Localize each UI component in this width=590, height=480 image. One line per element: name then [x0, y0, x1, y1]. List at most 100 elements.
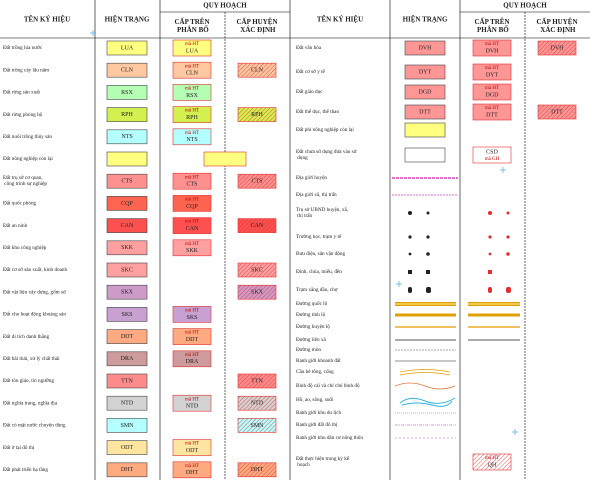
hatch [473, 454, 511, 470]
code: NTD [121, 401, 134, 407]
hatch [538, 41, 576, 55]
district-code: RPH [251, 112, 263, 118]
current-swatch [404, 40, 446, 56]
header: QUY HOẠCH [203, 2, 247, 10]
row-name: Đất an ninh [3, 222, 28, 229]
upper-label: mã HT [485, 66, 499, 71]
row-name: Đất ở tại đô thị [3, 444, 35, 451]
current-swatch [404, 64, 446, 80]
row-name: Địa giới huyện [296, 175, 327, 181]
current-swatch [106, 40, 148, 56]
upper-label: mã HT [485, 86, 499, 91]
upper-swatch [472, 63, 512, 81]
header: CẤP HUYỆN XÁC ĐỊNH [536, 18, 577, 34]
row-name: Đất phát triển hạ tầng [3, 466, 48, 473]
upper-label: mã HT [485, 456, 499, 461]
upper-label: mã HT [185, 220, 199, 225]
row-name: Đất trồng lúa nước [3, 44, 43, 51]
row-name: Đường quốc lộ [296, 300, 328, 307]
code: LUA [121, 45, 134, 51]
code: CQP [121, 201, 133, 207]
symbol [426, 235, 430, 239]
upper-code: DVH [486, 48, 500, 54]
row-name: Đất nuôi trồng thủy sản [3, 133, 52, 140]
code: DHT [121, 467, 134, 473]
current-swatch [404, 84, 446, 100]
current-swatch [106, 284, 148, 300]
row-name: Ranh giới khu du lịch [296, 410, 342, 416]
row-name: Đất thể dục, thể thao [296, 108, 339, 115]
row-name: Ranh giới khu dân cư nông thôn [296, 435, 363, 441]
row-name: Đất quốc phòng [3, 200, 37, 207]
upper-code: RPH [186, 115, 198, 121]
district-code: NTD [251, 401, 264, 407]
code: DGD [419, 89, 433, 95]
code: SKX [121, 290, 134, 296]
code: DRA [121, 356, 134, 362]
symbol [426, 287, 431, 293]
row-name: Đất chưa sử dụng đưa vào sử dụng [296, 148, 357, 161]
row-name: Trạm xăng dầu, chợ [296, 286, 338, 293]
upper-code: NTD [186, 404, 199, 410]
symbol [488, 270, 492, 274]
symbol [426, 211, 430, 215]
row-name: Đất di tích danh thắng [3, 333, 50, 340]
upper-label: mã HT [485, 106, 499, 111]
row-name: Ranh giới đất đô thị [296, 421, 338, 428]
row-name: Đất khu công nghiệp [3, 244, 47, 251]
hatch [238, 374, 276, 388]
code: DYT [419, 69, 432, 75]
current-swatch [106, 129, 148, 145]
symbol [488, 235, 492, 239]
upper-code: CQP [186, 204, 198, 210]
symbol [408, 252, 412, 256]
current-swatch [106, 462, 148, 478]
symbol [506, 235, 510, 239]
code: CAN [121, 223, 134, 229]
symbol [506, 287, 511, 293]
code: SKK [121, 245, 134, 251]
upper-swatch [472, 146, 512, 164]
header: QUY HOẠCH [503, 2, 547, 10]
symbol [399, 369, 451, 376]
upper-code: DDT [186, 337, 199, 343]
district-code: CLN [251, 68, 264, 74]
upper-code: DHT [186, 470, 199, 476]
symbol [488, 211, 492, 215]
upper-code: DTT [486, 112, 498, 118]
code: DDT [121, 334, 134, 340]
district-code: DHT [251, 467, 264, 473]
row-name: Đất trụ sở cơ quan, công trình sự nghiệp [3, 174, 47, 187]
upper-swatch [172, 195, 212, 212]
district-code: DTT [551, 109, 563, 115]
code: NTS [121, 134, 132, 140]
header: CẤP HUYỆN XÁC ĐỊNH [236, 18, 277, 34]
row-name: Hồ, ao, sông, suối [296, 396, 334, 403]
symbol [488, 287, 492, 293]
upper-label: mã HT [185, 242, 199, 247]
row-name: Đất trồng cây lâu năm [3, 66, 49, 73]
upper-swatch [172, 239, 212, 257]
code: CLN [121, 68, 134, 74]
header: CẤP TRÊN PHÂN BỔ [174, 18, 209, 34]
hatch [238, 418, 276, 433]
current-swatch [106, 196, 148, 211]
upper-code: DYT [486, 72, 499, 78]
upper-swatch [472, 83, 512, 101]
row-name: Đường huyện lộ [296, 324, 330, 330]
row-name: Đất nông nghiệp còn lại [3, 155, 53, 162]
row-name: Trụ sở UBND huyện, xã, thị trấn [296, 207, 348, 219]
symbol [506, 211, 510, 215]
symbol [408, 270, 412, 274]
row-name: Đất phi nông nghiệp còn lại [296, 126, 354, 133]
current-swatch [404, 147, 446, 163]
upper-label: mã HT [185, 353, 199, 358]
header: TÊN KÝ HIỆU [24, 16, 70, 24]
upper-label: mã HT [185, 87, 199, 92]
current-swatch [106, 329, 148, 344]
upper-code: CAN [186, 226, 199, 232]
code: RSX [121, 90, 133, 96]
header: CẤP TRÊN PHÂN BỔ [474, 18, 509, 34]
